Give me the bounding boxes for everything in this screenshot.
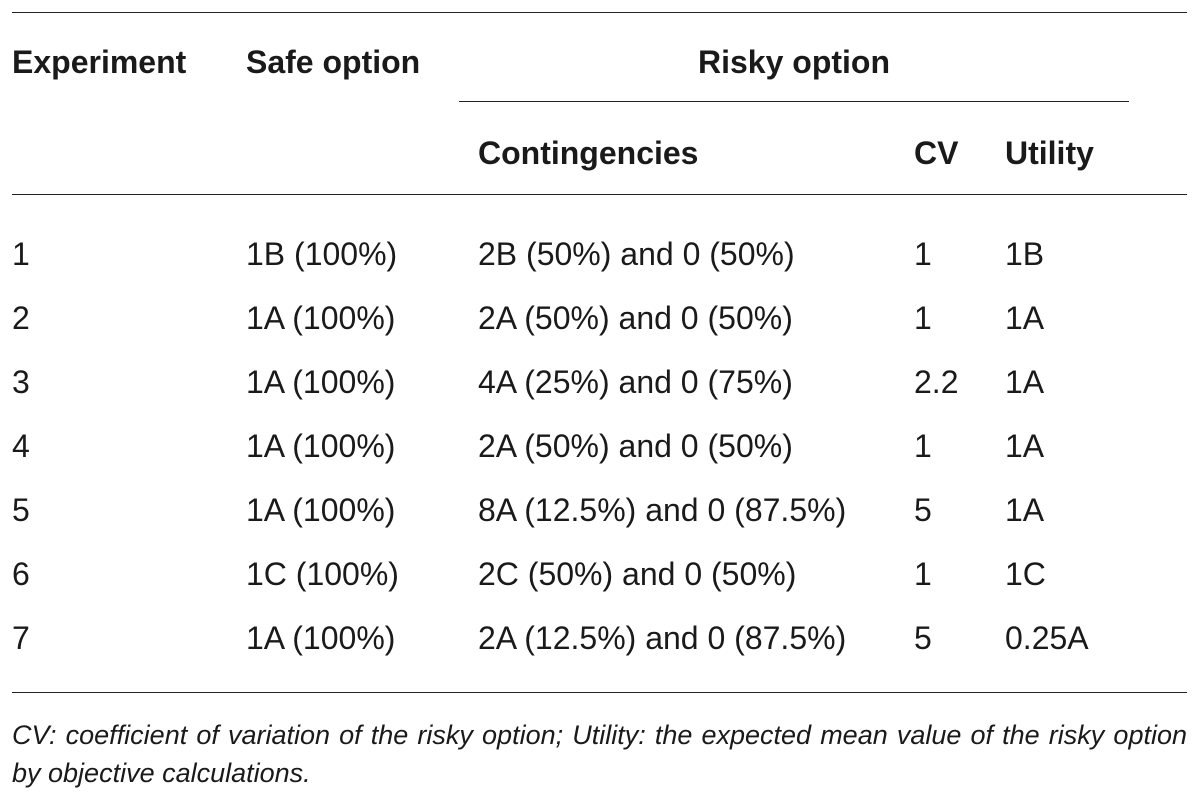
cell-utility: 1C (1005, 556, 1046, 592)
table-row: 6 1C (100%) 2C (50%) and 0 (50%) 1 1C (0, 542, 1200, 606)
cell-safe-option: 1B (100%) (246, 236, 398, 272)
cell-contingencies: 2C (50%) and 0 (50%) (478, 556, 797, 592)
cell-utility: 1A (1005, 428, 1045, 464)
risky-option-subrule (459, 101, 1129, 102)
cell-cv: 5 (914, 492, 932, 528)
header-utility: Utility (1005, 135, 1094, 171)
cell-utility: 1A (1005, 492, 1045, 528)
cell-safe-option: 1A (100%) (246, 364, 396, 400)
cell-utility: 1B (1005, 236, 1045, 272)
bottom-rule (12, 692, 1187, 693)
cell-safe-option: 1A (100%) (246, 492, 396, 528)
cell-cv: 1 (914, 236, 932, 272)
cell-experiment: 2 (12, 300, 30, 336)
header-contingencies: Contingencies (478, 135, 699, 171)
cell-experiment: 4 (12, 428, 30, 464)
cell-safe-option: 1A (100%) (246, 620, 396, 656)
header-risky-option: Risky option (697, 44, 890, 80)
cell-cv: 5 (914, 620, 932, 656)
cell-experiment: 6 (12, 556, 30, 592)
cell-experiment: 1 (12, 236, 30, 272)
cell-experiment: 7 (12, 620, 30, 656)
cell-safe-option: 1A (100%) (246, 428, 396, 464)
cell-utility: 1A (1005, 300, 1045, 336)
cell-experiment: 5 (12, 492, 30, 528)
cell-cv: 2.2 (914, 364, 959, 400)
cell-safe-option: 1A (100%) (246, 300, 396, 336)
header-cv: CV (914, 135, 959, 171)
cell-experiment: 3 (12, 364, 30, 400)
cell-utility: 0.25A (1005, 620, 1089, 656)
table-row: 4 1A (100%) 2A (50%) and 0 (50%) 1 1A (0, 414, 1200, 478)
table-row: 1 1B (100%) 2B (50%) and 0 (50%) 1 1B (0, 222, 1200, 286)
cell-contingencies: 2A (12.5%) and 0 (87.5%) (478, 620, 847, 656)
table-row: 3 1A (100%) 4A (25%) and 0 (75%) 2.2 1A (0, 350, 1200, 414)
cell-contingencies: 2A (50%) and 0 (50%) (478, 428, 793, 464)
header-safe-option: Safe option (246, 44, 421, 80)
cell-cv: 1 (914, 300, 932, 336)
top-rule (12, 12, 1187, 13)
cell-contingencies: 2B (50%) and 0 (50%) (478, 236, 795, 272)
table-row: 5 1A (100%) 8A (12.5%) and 0 (87.5%) 5 1… (0, 478, 1200, 542)
cell-contingencies: 8A (12.5%) and 0 (87.5%) (478, 492, 847, 528)
table-row: 7 1A (100%) 2A (12.5%) and 0 (87.5%) 5 0… (0, 606, 1200, 670)
table-footnote: CV: coefficient of variation of the risk… (12, 720, 1187, 788)
cell-safe-option: 1C (100%) (246, 556, 399, 592)
cell-contingencies: 4A (25%) and 0 (75%) (478, 364, 793, 400)
cell-contingencies: 2A (50%) and 0 (50%) (478, 300, 793, 336)
header-experiment: Experiment (12, 44, 187, 80)
cell-cv: 1 (914, 556, 932, 592)
header-rule (12, 194, 1187, 195)
cell-cv: 1 (914, 428, 932, 464)
table-row: 2 1A (100%) 2A (50%) and 0 (50%) 1 1A (0, 286, 1200, 350)
cell-utility: 1A (1005, 364, 1045, 400)
